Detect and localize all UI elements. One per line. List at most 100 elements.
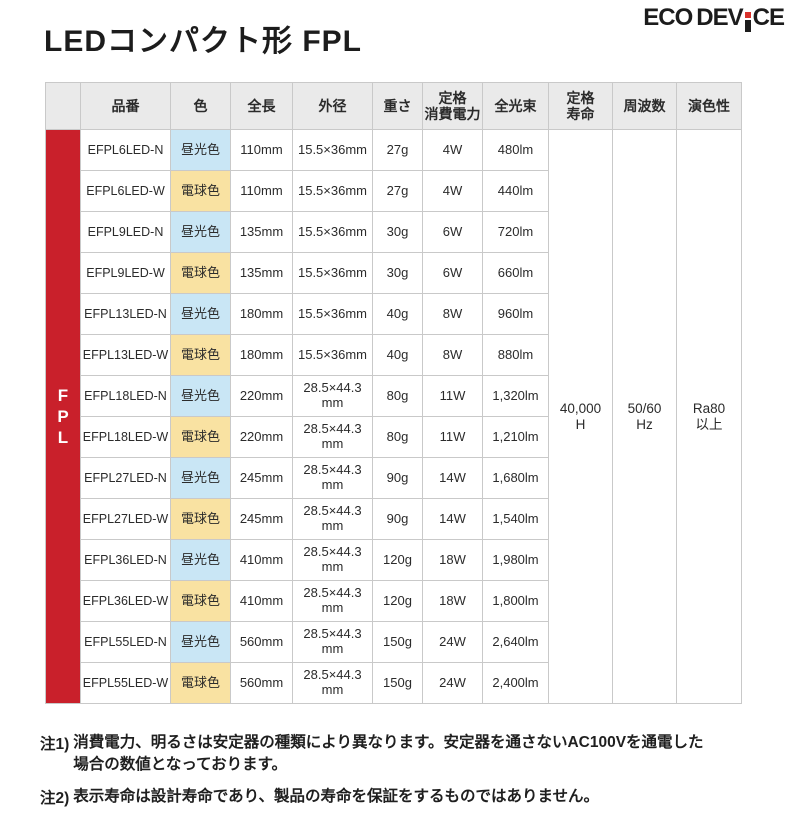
model-cell: EFPL9LED-N	[80, 211, 171, 253]
color-cell: 電球色	[170, 334, 231, 376]
fpl-side-label: F P L	[57, 385, 69, 448]
color-cell: 昼光色	[170, 457, 231, 499]
diameter-cell: 28.5×44.3 mm	[292, 539, 373, 581]
table-row: EFPL9LED-N 昼光色 135mm 15.5×36mm 30g 6W 72…	[46, 211, 742, 253]
table-row: EFPL27LED-W 電球色 245mm 28.5×44.3 mm 90g 1…	[46, 498, 742, 540]
color-cell: 電球色	[170, 662, 231, 704]
column-header-freq: 周波数	[612, 82, 677, 130]
diameter-cell: 28.5×44.3 mm	[292, 457, 373, 499]
spec-table: 品番 色 全長 外径 重さ 定格 消費電力 全光束 定格 寿命 周波数 演色性 …	[45, 82, 742, 704]
life-merged-cell: 40,000 H	[548, 129, 613, 704]
column-header-life: 定格 寿命	[548, 82, 613, 130]
diameter-cell: 15.5×36mm	[292, 252, 373, 294]
flux-cell: 720lm	[482, 211, 549, 253]
weight-cell: 30g	[372, 211, 423, 253]
logo-i-stem	[744, 20, 751, 32]
flux-cell: 960lm	[482, 293, 549, 335]
flux-cell: 880lm	[482, 334, 549, 376]
table-row: EFPL18LED-W 電球色 220mm 28.5×44.3 mm 80g 1…	[46, 416, 742, 458]
model-cell: EFPL18LED-W	[80, 416, 171, 458]
power-cell: 14W	[422, 498, 483, 540]
color-cell: 電球色	[170, 498, 231, 540]
color-cell: 電球色	[170, 252, 231, 294]
weight-cell: 27g	[372, 170, 423, 212]
table-row: EFPL13LED-W 電球色 180mm 15.5×36mm 40g 8W 8…	[46, 334, 742, 376]
page-title: LEDコンパクト形 FPL	[44, 25, 362, 58]
weight-cell: 40g	[372, 334, 423, 376]
model-cell: EFPL27LED-N	[80, 457, 171, 499]
diameter-cell: 15.5×36mm	[292, 129, 373, 171]
cri-merged-cell: Ra80 以上	[676, 129, 742, 704]
power-cell: 24W	[422, 662, 483, 704]
length-cell: 180mm	[230, 334, 293, 376]
table-row: EFPL55LED-N 昼光色 560mm 28.5×44.3 mm 150g …	[46, 621, 742, 663]
power-cell: 24W	[422, 621, 483, 663]
flux-cell: 1,680lm	[482, 457, 549, 499]
column-header-cri: 演色性	[676, 82, 742, 130]
spec-table-container: 品番 色 全長 外径 重さ 定格 消費電力 全光束 定格 寿命 周波数 演色性 …	[45, 82, 742, 704]
column-header-length: 全長	[230, 82, 293, 130]
model-cell: EFPL13LED-N	[80, 293, 171, 335]
table-row: EFPL13LED-N 昼光色 180mm 15.5×36mm 40g 8W 9…	[46, 293, 742, 335]
flux-cell: 1,800lm	[482, 580, 549, 622]
model-cell: EFPL6LED-N	[80, 129, 171, 171]
length-cell: 560mm	[230, 662, 293, 704]
power-cell: 4W	[422, 170, 483, 212]
note-item-2: 注2) 表示寿命は設計寿命であり、製品の寿命を保証をするものではありません。	[40, 786, 768, 808]
color-cell: 電球色	[170, 416, 231, 458]
flux-cell: 660lm	[482, 252, 549, 294]
ecodevice-logo: ECO DEV CE	[643, 4, 785, 32]
footnotes: 注1) 消費電力、明るさは安定器の種類により異なります。安定器を通さないAC10…	[40, 732, 768, 817]
power-cell: 8W	[422, 293, 483, 335]
length-cell: 110mm	[230, 129, 293, 171]
model-cell: EFPL9LED-W	[80, 252, 171, 294]
logo-i-icon	[744, 10, 752, 32]
power-cell: 4W	[422, 129, 483, 171]
flux-cell: 1,210lm	[482, 416, 549, 458]
column-header-weight: 重さ	[372, 82, 423, 130]
weight-cell: 40g	[372, 293, 423, 335]
model-cell: EFPL55LED-W	[80, 662, 171, 704]
power-cell: 11W	[422, 375, 483, 417]
power-cell: 14W	[422, 457, 483, 499]
weight-cell: 27g	[372, 129, 423, 171]
column-header-flux: 全光束	[482, 82, 549, 130]
flux-cell: 440lm	[482, 170, 549, 212]
table-row: F P L EFPL6LED-N 昼光色 110mm 15.5×36mm 27g…	[45, 129, 742, 704]
power-cell: 6W	[422, 252, 483, 294]
diameter-cell: 28.5×44.3 mm	[292, 662, 373, 704]
table-row: EFPL36LED-N 昼光色 410mm 28.5×44.3 mm 120g …	[46, 539, 742, 581]
weight-cell: 80g	[372, 375, 423, 417]
color-cell: 電球色	[170, 580, 231, 622]
flux-cell: 480lm	[482, 129, 549, 171]
flux-cell: 1,540lm	[482, 498, 549, 540]
diameter-cell: 28.5×44.3 mm	[292, 580, 373, 622]
weight-cell: 30g	[372, 252, 423, 294]
model-cell: EFPL55LED-N	[80, 621, 171, 663]
color-cell: 昼光色	[170, 375, 231, 417]
logo-text-eco: ECO	[643, 4, 693, 31]
diameter-cell: 15.5×36mm	[292, 293, 373, 335]
column-header-color: 色	[170, 82, 231, 130]
weight-cell: 90g	[372, 498, 423, 540]
corner-header-cell	[45, 82, 81, 130]
length-cell: 410mm	[230, 580, 293, 622]
power-cell: 11W	[422, 416, 483, 458]
flux-cell: 1,320lm	[482, 375, 549, 417]
model-cell: EFPL27LED-W	[80, 498, 171, 540]
model-cell: EFPL6LED-W	[80, 170, 171, 212]
length-cell: 135mm	[230, 252, 293, 294]
diameter-cell: 28.5×44.3 mm	[292, 416, 373, 458]
table-row: EFPL9LED-W 電球色 135mm 15.5×36mm 30g 6W 66…	[46, 252, 742, 294]
fpl-side-bar: F P L	[45, 129, 81, 704]
table-row: EFPL6LED-W 電球色 110mm 15.5×36mm 27g 4W 44…	[46, 170, 742, 212]
length-cell: 410mm	[230, 539, 293, 581]
weight-cell: 120g	[372, 539, 423, 581]
flux-cell: 2,640lm	[482, 621, 549, 663]
length-cell: 560mm	[230, 621, 293, 663]
freq-merged-cell: 50/60 Hz	[612, 129, 677, 704]
logo-red-dot-icon	[744, 12, 751, 18]
weight-cell: 150g	[372, 662, 423, 704]
column-header-power: 定格 消費電力	[422, 82, 483, 130]
model-cell: EFPL36LED-W	[80, 580, 171, 622]
